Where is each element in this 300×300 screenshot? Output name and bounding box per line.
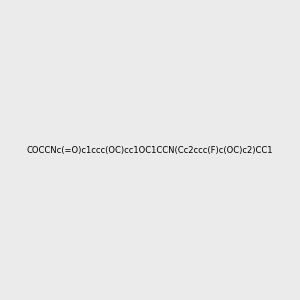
Text: COCCNc(=O)c1ccc(OC)cc1OC1CCN(Cc2ccc(F)c(OC)c2)CC1: COCCNc(=O)c1ccc(OC)cc1OC1CCN(Cc2ccc(F)c(… xyxy=(27,146,273,154)
